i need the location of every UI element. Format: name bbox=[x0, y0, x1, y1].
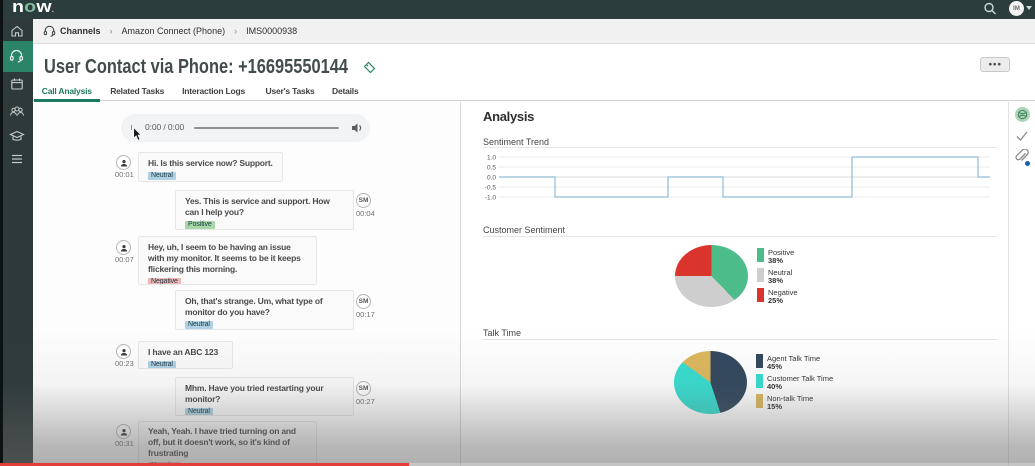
svg-text:0.0: 0.0 bbox=[487, 175, 496, 182]
svg-text:1.0: 1.0 bbox=[487, 155, 496, 162]
svg-text:-1.0: -1.0 bbox=[485, 195, 497, 202]
svg-text:0.5: 0.5 bbox=[487, 165, 496, 172]
svg-text:-0.5: -0.5 bbox=[485, 185, 497, 192]
